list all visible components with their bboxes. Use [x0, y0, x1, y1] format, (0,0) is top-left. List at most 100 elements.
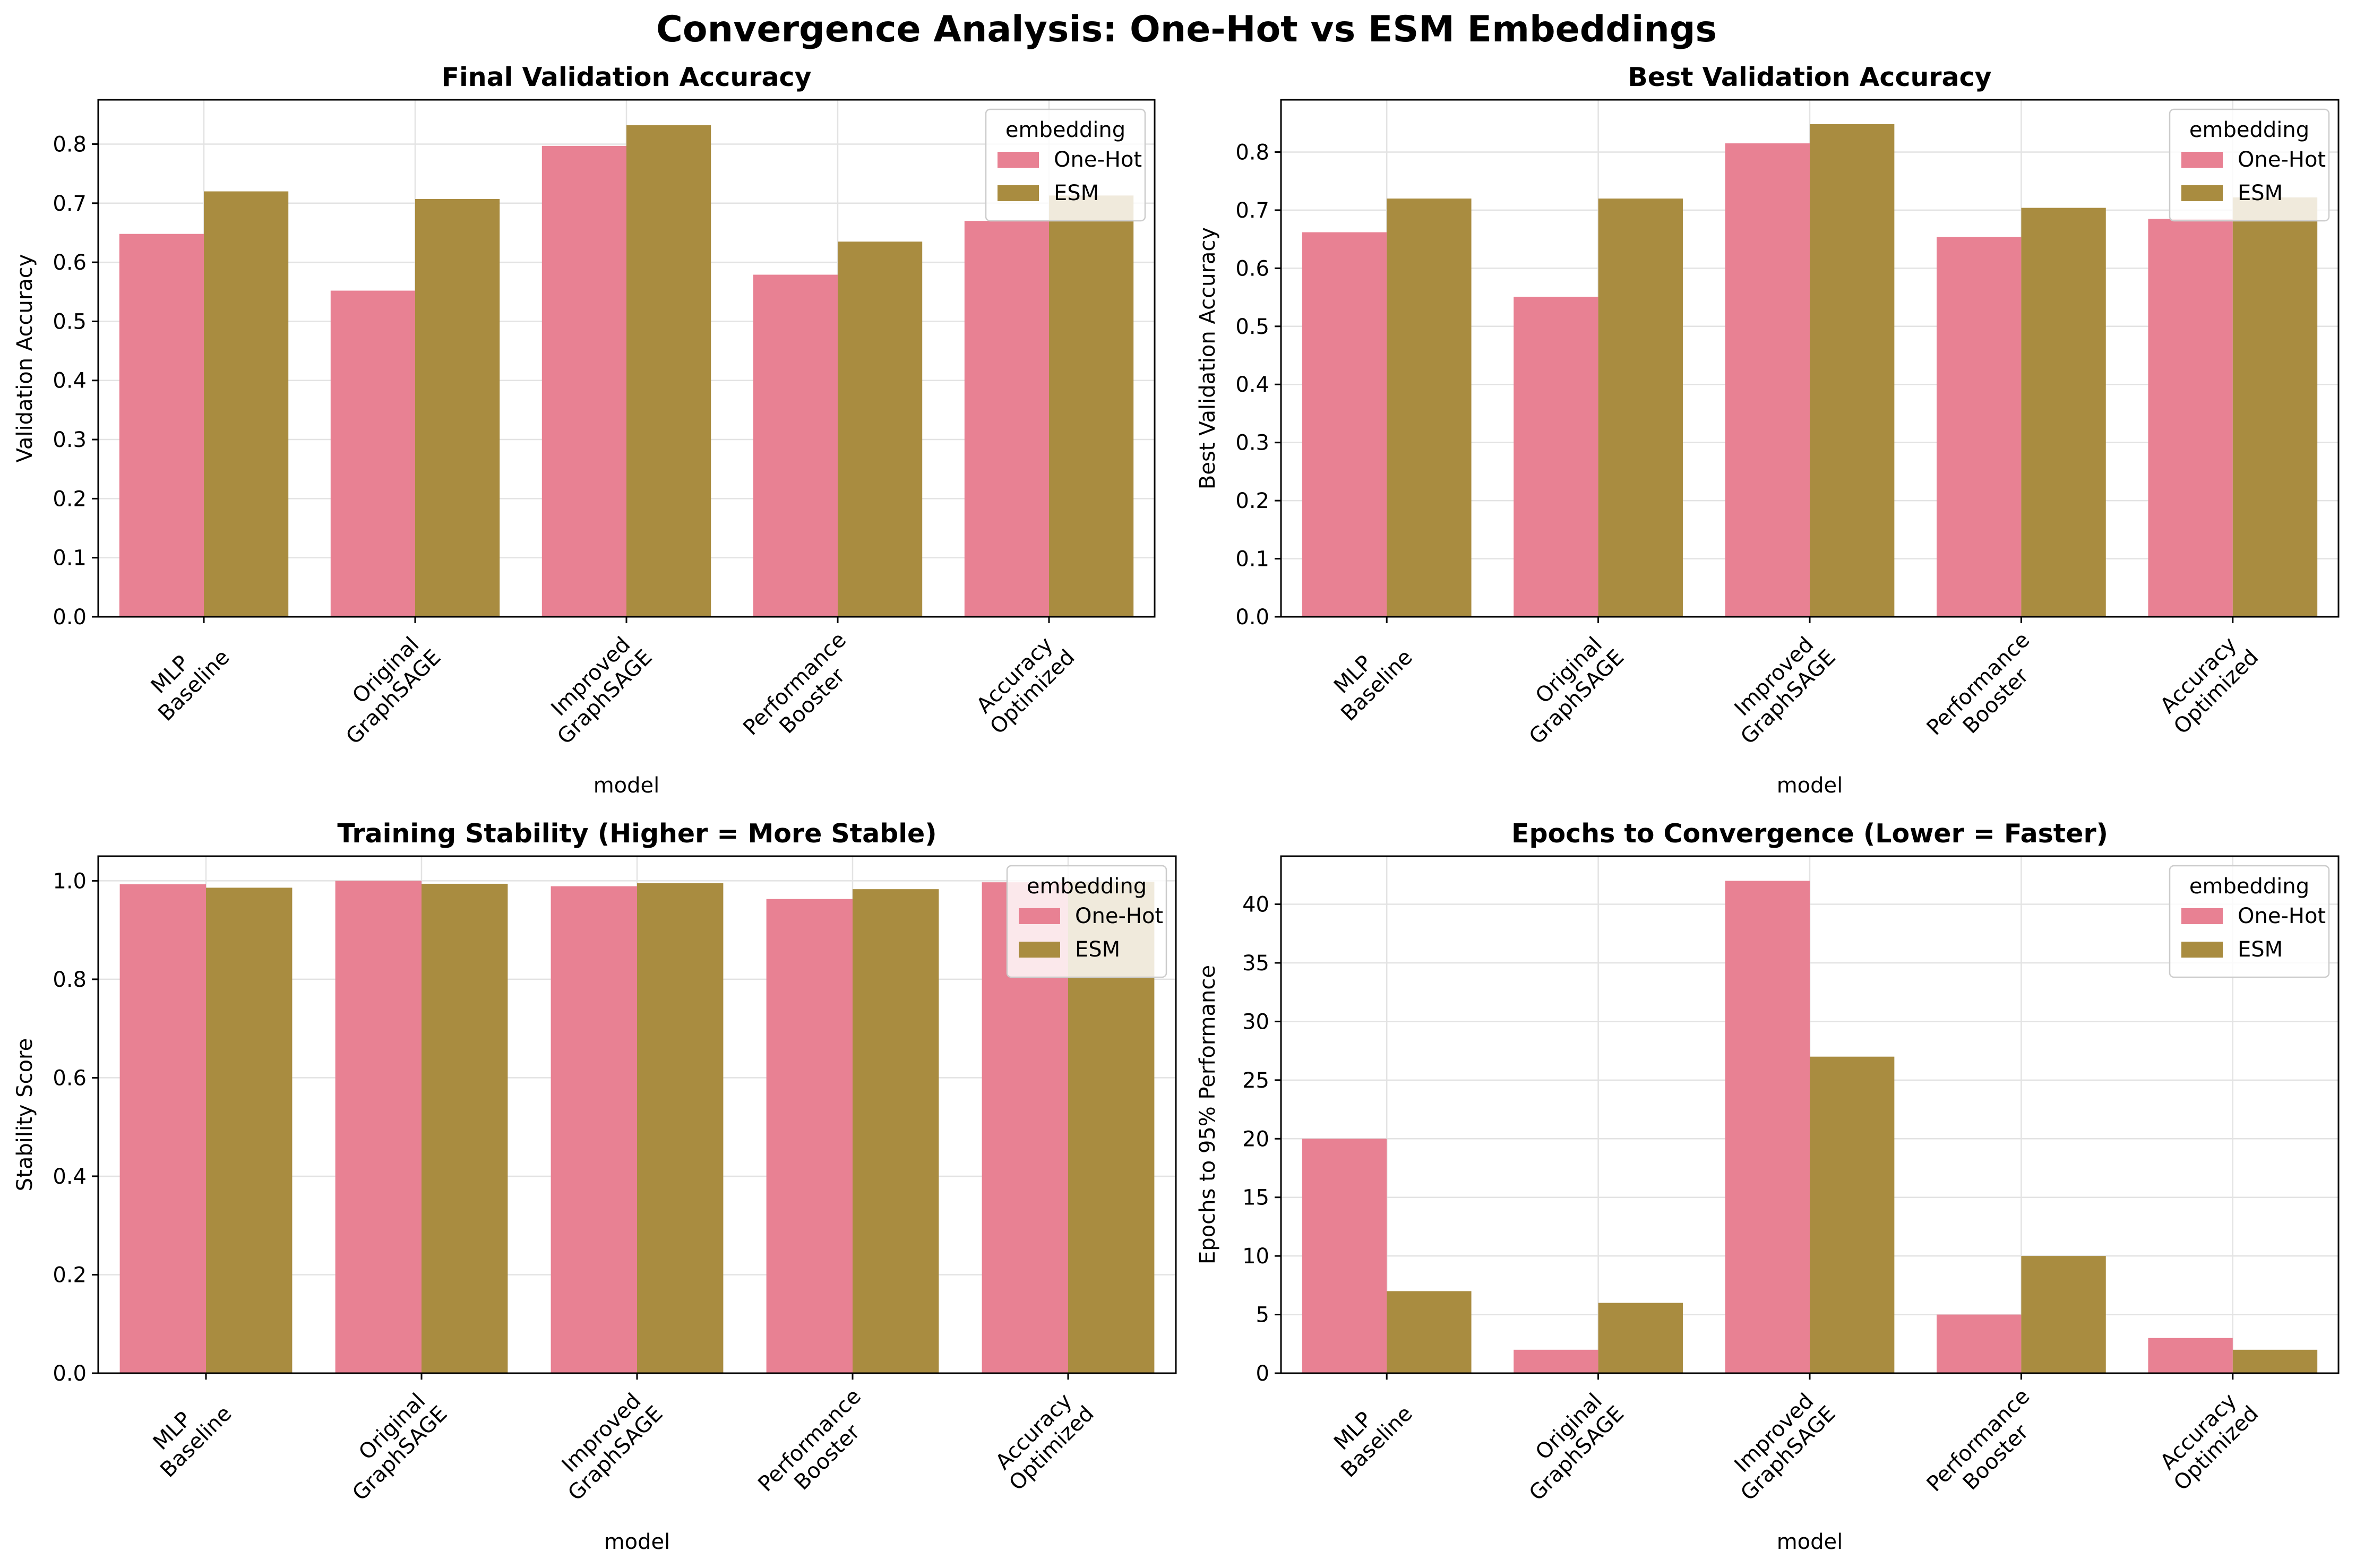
bar-esm-4 — [838, 242, 923, 617]
x-axis-label: model — [1777, 773, 1843, 798]
y-tick-label: 10 — [1242, 1244, 1269, 1269]
y-tick-label: 0.0 — [53, 605, 87, 630]
legend-swatch-esm — [998, 185, 1039, 201]
panel-title: Best Validation Accuracy — [1628, 62, 1991, 92]
bar-esm-4 — [2021, 1256, 2106, 1373]
bar-esm-2 — [422, 883, 508, 1373]
y-tick-label: 0.2 — [53, 487, 87, 511]
y-tick-label: 0.8 — [1235, 140, 1269, 165]
legend-label: ESM — [2238, 937, 2283, 962]
bar-one-hot-5 — [964, 221, 1049, 617]
legend-label: One-Hot — [2238, 904, 2326, 928]
bar-esm-3 — [1810, 1056, 1895, 1373]
legend: embedding One-Hot ESM — [1006, 865, 1167, 978]
y-tick-label: 0.4 — [1235, 373, 1269, 397]
legend-title: embedding — [2189, 118, 2309, 142]
bar-one-hot-3 — [541, 145, 626, 617]
bar-one-hot-3 — [1725, 881, 1810, 1373]
y-tick-label: 0.4 — [53, 369, 87, 393]
bar-esm-1 — [1387, 1291, 1472, 1373]
y-tick-label: 0.7 — [1235, 199, 1269, 223]
legend: embedding One-Hot ESM — [2169, 108, 2330, 222]
bar-esm-5 — [1049, 195, 1134, 617]
legend-label: One-Hot — [1075, 904, 1163, 928]
bar-one-hot-1 — [119, 884, 206, 1373]
y-tick-label: 0.6 — [53, 1066, 87, 1090]
legend-swatch-esm — [2181, 942, 2223, 958]
legend-label: ESM — [1054, 181, 1099, 205]
legend-title: embedding — [2189, 874, 2309, 899]
bar-one-hot-4 — [1937, 237, 2022, 617]
y-tick-label: 1.0 — [53, 869, 87, 893]
legend-label: ESM — [2238, 181, 2283, 205]
bar-one-hot-4 — [1937, 1314, 2022, 1373]
figure-title: Convergence Analysis: One-Hot vs ESM Emb… — [656, 8, 1717, 50]
bar-esm-5 — [2232, 197, 2318, 617]
panel-title: Training Stability (Higher = More Stable… — [337, 819, 936, 849]
plot-frame — [97, 855, 1177, 1374]
chart-panel-1: Final Validation Accuracy 0.0 0.1 0.2 0.3 0.4… — [13, 62, 1156, 798]
chart-panel-3: Training Stability (Higher = More Stable… — [13, 819, 1177, 1554]
bar-esm-3 — [637, 883, 724, 1373]
legend-swatch-esm — [2181, 185, 2223, 201]
legend-swatch-one-hot — [998, 152, 1039, 168]
y-tick-label: 35 — [1242, 951, 1269, 976]
y-tick-label: 0 — [1256, 1362, 1269, 1386]
y-tick-label: 15 — [1242, 1186, 1269, 1210]
bar-esm-2 — [415, 199, 500, 617]
y-tick-label: 5 — [1256, 1303, 1269, 1328]
plot-frame — [1280, 855, 2340, 1374]
panel-title: Final Validation Accuracy — [441, 62, 811, 92]
y-tick-label: 0.0 — [1235, 605, 1269, 630]
bar-one-hot-4 — [753, 274, 838, 617]
legend: embedding One-Hot ESM — [985, 108, 1146, 222]
y-tick-label: 0.5 — [1235, 315, 1269, 339]
bar-one-hot-2 — [330, 290, 415, 617]
legend-title: embedding — [1027, 874, 1147, 899]
bar-one-hot-1 — [119, 234, 204, 617]
y-tick-label: 0.8 — [53, 132, 87, 157]
bar-esm-5 — [2232, 1349, 2318, 1373]
bar-one-hot-2 — [1514, 1349, 1598, 1373]
plot-frame — [1280, 99, 2340, 618]
legend: embedding One-Hot ESM — [2169, 865, 2330, 978]
bar-esm-3 — [626, 125, 711, 617]
y-tick-label: 30 — [1242, 1010, 1269, 1034]
chart-panel-2: Best Validation Accuracy 0.0 0.1 0.2 0.3 0.4 0… — [1196, 62, 2340, 798]
y-tick-label: 0.2 — [53, 1263, 87, 1287]
y-tick-label: 0.3 — [53, 428, 87, 452]
bar-one-hot-1 — [1302, 232, 1387, 617]
bar-esm-4 — [853, 889, 939, 1373]
y-tick-label: 0.4 — [53, 1165, 87, 1189]
bar-esm-1 — [206, 888, 293, 1373]
legend-swatch-one-hot — [2181, 152, 2223, 168]
bar-one-hot-4 — [766, 899, 853, 1373]
y-tick-label: 40 — [1242, 893, 1269, 917]
legend-label: One-Hot — [1054, 148, 1142, 172]
x-axis-label: model — [594, 773, 660, 798]
legend-swatch-one-hot — [2181, 908, 2223, 924]
y-tick-label: 20 — [1242, 1127, 1269, 1151]
x-axis-label: model — [604, 1530, 670, 1554]
y-tick-label: 0.7 — [53, 192, 87, 216]
bar-one-hot-2 — [335, 881, 422, 1373]
bar-esm-3 — [1810, 124, 1895, 617]
y-tick-label: 0.1 — [1235, 547, 1269, 572]
y-tick-label: 0.5 — [53, 309, 87, 334]
y-axis-label: Best Validation Accuracy — [1196, 227, 1220, 489]
y-tick-label: 0.6 — [1235, 256, 1269, 281]
y-tick-label: 0.8 — [53, 968, 87, 992]
bar-one-hot-3 — [1725, 143, 1810, 617]
legend-label: ESM — [1075, 937, 1120, 962]
panel-title: Epochs to Convergence (Lower = Faster) — [1511, 819, 2108, 849]
bar-one-hot-1 — [1302, 1139, 1387, 1373]
bar-esm-2 — [1598, 199, 1683, 617]
bar-esm-1 — [204, 191, 289, 617]
y-tick-label: 0.2 — [1235, 489, 1269, 513]
y-tick-label: 25 — [1242, 1069, 1269, 1093]
bar-one-hot-3 — [551, 886, 637, 1373]
y-tick-label: 0.3 — [1235, 431, 1269, 455]
bar-one-hot-5 — [2148, 1338, 2233, 1373]
x-axis-label: model — [1777, 1530, 1843, 1554]
